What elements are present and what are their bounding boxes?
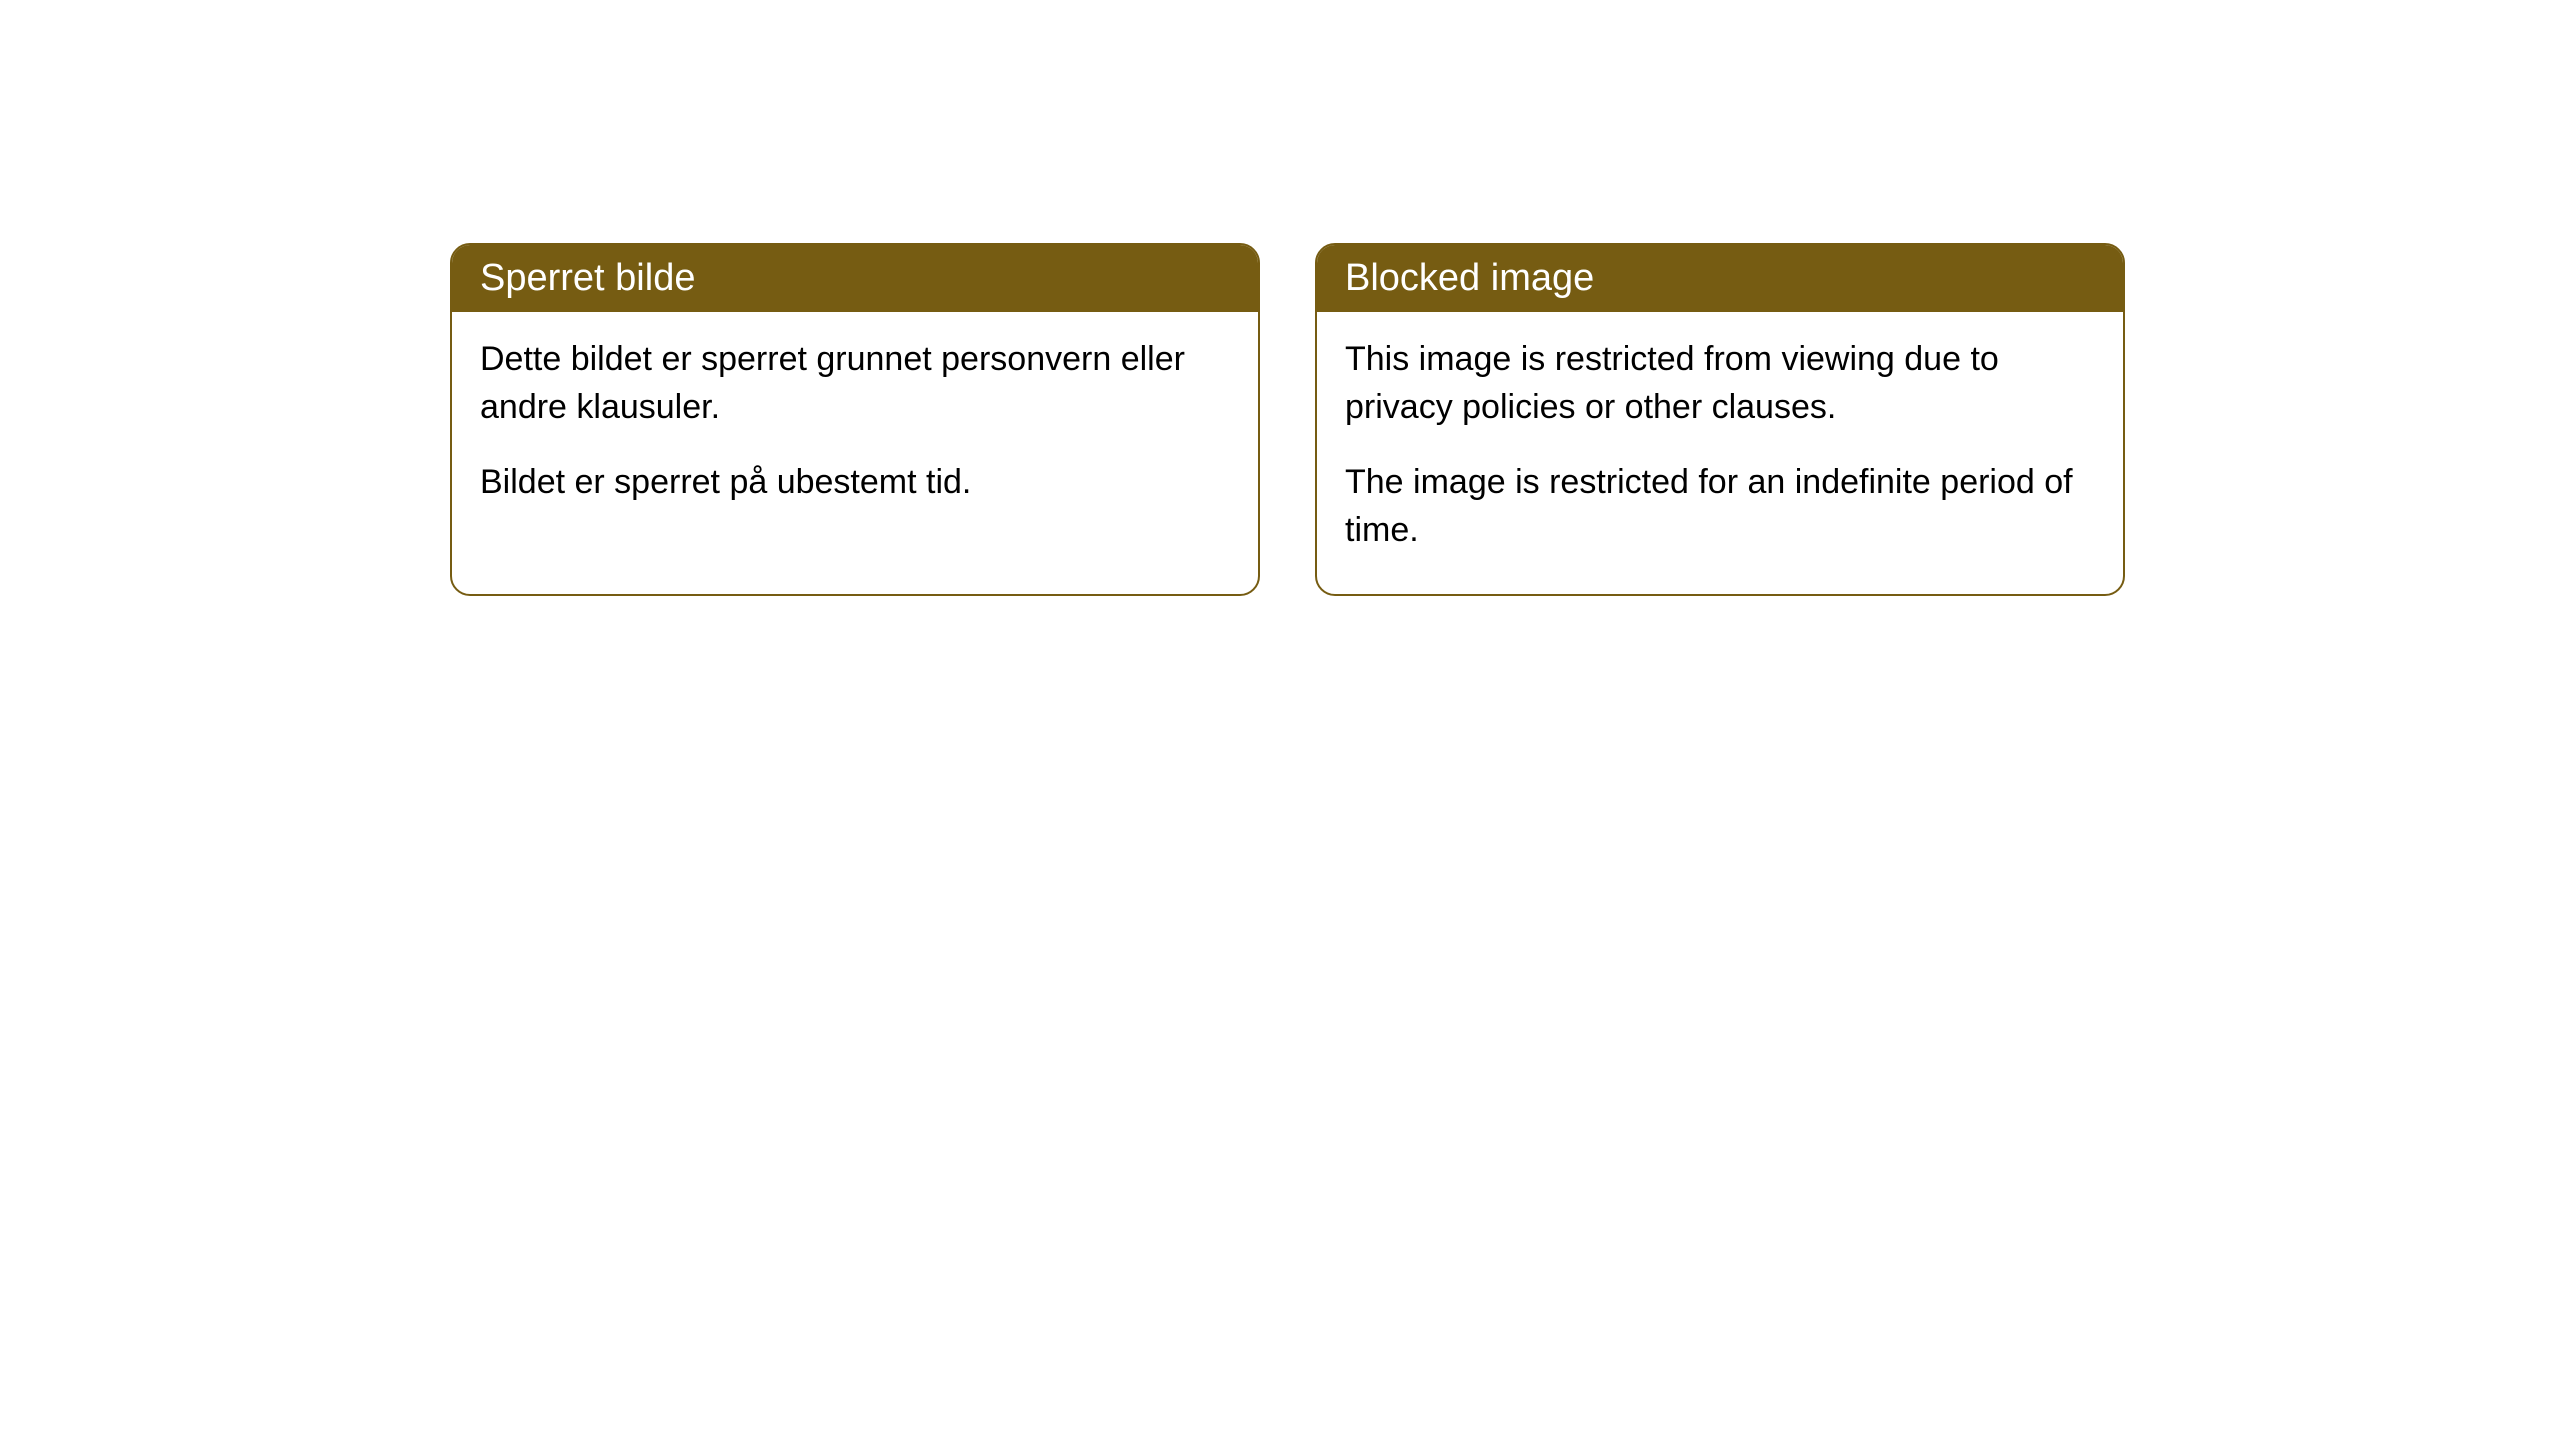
card-paragraph: This image is restricted from viewing du… (1345, 336, 2095, 431)
card-paragraph: Bildet er sperret på ubestemt tid. (480, 459, 1230, 507)
card-title: Sperret bilde (480, 257, 695, 299)
card-header-english: Blocked image (1317, 245, 2123, 312)
card-body-english: This image is restricted from viewing du… (1317, 312, 2123, 594)
card-title: Blocked image (1345, 257, 1594, 299)
card-body-norwegian: Dette bildet er sperret grunnet personve… (452, 312, 1258, 547)
card-header-norwegian: Sperret bilde (452, 245, 1258, 312)
notice-cards-container: Sperret bilde Dette bildet er sperret gr… (450, 243, 2125, 596)
blocked-image-card-english: Blocked image This image is restricted f… (1315, 243, 2125, 596)
card-paragraph: The image is restricted for an indefinit… (1345, 459, 2095, 554)
blocked-image-card-norwegian: Sperret bilde Dette bildet er sperret gr… (450, 243, 1260, 596)
card-paragraph: Dette bildet er sperret grunnet personve… (480, 336, 1230, 431)
